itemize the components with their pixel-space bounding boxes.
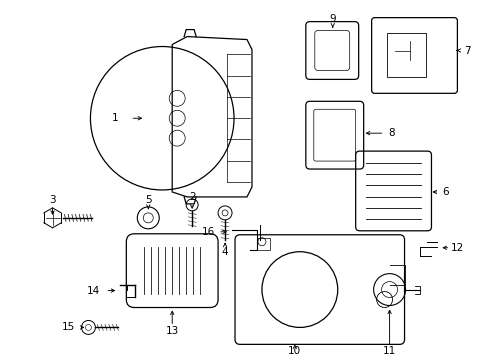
Text: 2: 2: [189, 192, 196, 202]
Text: 3: 3: [49, 195, 56, 205]
Text: 11: 11: [383, 346, 396, 356]
Text: 15: 15: [62, 323, 75, 332]
Text: 1: 1: [112, 113, 119, 123]
Text: 10: 10: [288, 346, 301, 356]
Text: 16: 16: [201, 227, 215, 237]
Text: 14: 14: [87, 285, 100, 296]
Text: 4: 4: [222, 247, 228, 257]
Text: 5: 5: [145, 195, 151, 205]
Text: 8: 8: [388, 128, 395, 138]
Text: 13: 13: [166, 327, 179, 336]
Text: 7: 7: [464, 45, 471, 55]
Text: 9: 9: [329, 14, 336, 24]
Text: 12: 12: [451, 243, 464, 253]
Text: 6: 6: [442, 187, 449, 197]
